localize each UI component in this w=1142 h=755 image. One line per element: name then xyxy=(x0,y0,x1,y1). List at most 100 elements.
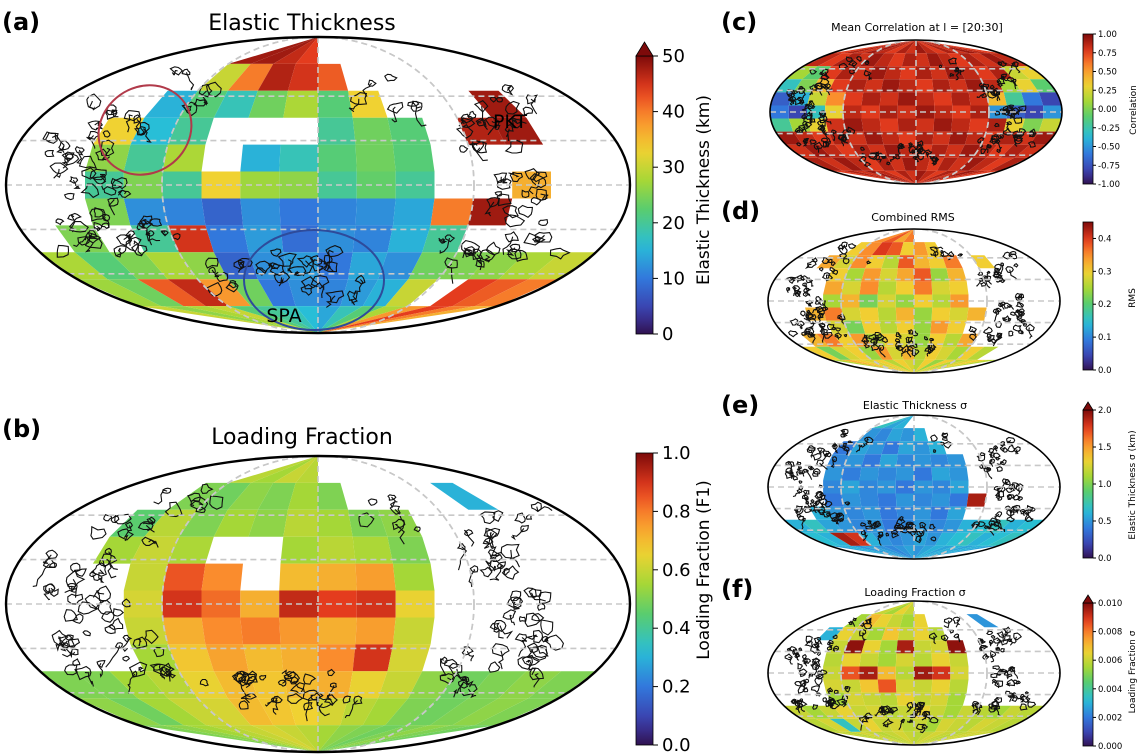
colorbar-tick-label: 0.2 xyxy=(1098,300,1112,310)
heatmap-cell xyxy=(355,563,396,591)
heatmap-cell xyxy=(861,545,914,559)
heatmap-cell xyxy=(998,519,1028,533)
heatmap-cell xyxy=(872,415,914,429)
panel-label-f: (f) xyxy=(721,575,753,603)
graticule xyxy=(6,37,630,333)
heatmap-cell xyxy=(898,79,916,93)
heatmap-cell xyxy=(945,532,971,546)
heatmap-cell xyxy=(849,255,872,269)
map-area xyxy=(768,601,1060,745)
heatmap-cell xyxy=(840,545,914,559)
panel-e-elastic-thickness-sigma: (e) Elastic Thickness σ 0.00.51.01.52.0 … xyxy=(721,391,1138,564)
heatmap-cell xyxy=(857,428,883,442)
heatmap-cell xyxy=(167,536,214,564)
map-outline xyxy=(767,228,1061,374)
heatmap-cell xyxy=(279,563,318,591)
heatmap-cell xyxy=(818,144,846,158)
heatmap-cell xyxy=(861,118,881,132)
heatmap-cell xyxy=(248,252,288,280)
heatmap-cell xyxy=(877,307,897,321)
heatmap-cell xyxy=(914,653,933,667)
heatmap-cell xyxy=(1029,131,1057,145)
heatmap-cell xyxy=(318,117,356,145)
heatmap-cell xyxy=(861,640,882,654)
heatmap-cell xyxy=(931,467,951,481)
colorbar-tick-label: 0.75 xyxy=(1098,49,1117,59)
heatmap-cell xyxy=(362,698,409,726)
heatmap-cell xyxy=(968,157,1001,171)
heatmap-cell xyxy=(882,545,914,559)
heatmap-cell xyxy=(287,63,318,91)
heatmap-cell xyxy=(816,519,844,533)
heatmap-cell xyxy=(77,279,161,307)
heatmap-cell xyxy=(914,359,977,373)
heatmap-cell xyxy=(914,320,932,334)
heatmap-cell xyxy=(916,170,1000,184)
colorbar-extend-arrow xyxy=(1082,401,1094,411)
colorbar-tick-label: 40 xyxy=(662,102,685,123)
heatmap-cell xyxy=(845,131,868,145)
contour-lines xyxy=(42,66,571,308)
colorbar-tick-label: 0.6 xyxy=(662,560,691,581)
heatmap-cell xyxy=(318,306,341,333)
heatmap-cell xyxy=(899,428,914,442)
heatmap-cell xyxy=(859,679,879,693)
heatmap-cell xyxy=(873,53,895,67)
colorbar-extend-arrow xyxy=(635,41,654,57)
heatmap-cell xyxy=(348,509,388,537)
heatmap-cell xyxy=(916,157,931,171)
heatmap-cell xyxy=(937,53,959,67)
heatmap-cell xyxy=(318,306,453,333)
heatmap-cell xyxy=(240,144,281,172)
heatmap-cell xyxy=(843,92,864,106)
heatmap-cell xyxy=(926,53,945,67)
heatmap-cell xyxy=(914,679,933,693)
heatmap-cell xyxy=(407,698,469,726)
panel-f-loading-fraction-sigma: (f) Loading Fraction σ 0.000 0.002 0.004 0.… xyxy=(721,575,1138,752)
heatmap-cell xyxy=(958,157,987,171)
heatmap-cell xyxy=(914,359,998,373)
heatmap-cell xyxy=(430,198,474,226)
heatmap-cell xyxy=(861,359,914,373)
colorbar-tick-label: 0.4 xyxy=(662,618,691,639)
panel-label-c: (c) xyxy=(721,8,757,36)
heatmap-cell xyxy=(831,157,864,171)
heatmap-cell xyxy=(498,252,562,280)
heatmap-cell xyxy=(318,725,498,752)
panel-b-colorbar-label: Loading Fraction (F1) xyxy=(694,480,714,660)
map-outline xyxy=(767,600,1061,746)
heatmap-cell xyxy=(803,53,843,67)
heatmap-cell xyxy=(884,170,916,184)
heatmap-cell xyxy=(74,252,138,280)
heatmap-cell xyxy=(914,614,929,628)
heatmap-cell xyxy=(895,666,914,680)
heatmap-cell xyxy=(872,229,914,243)
heatmap-cell xyxy=(287,482,318,510)
heatmap-cell xyxy=(831,53,864,67)
heatmap-cell xyxy=(861,320,882,334)
colorbar-tick-label: 2.0 xyxy=(1098,406,1112,416)
heatmap-cell xyxy=(1003,92,1025,106)
heatmap-cell xyxy=(914,467,933,481)
panel-label-d: (d) xyxy=(721,197,760,225)
heatmap-cell xyxy=(851,731,914,745)
heatmap-cell xyxy=(874,170,916,184)
graticule xyxy=(768,601,1060,745)
heatmap-cell xyxy=(318,225,356,253)
pkt-annotation: PKT xyxy=(493,111,527,133)
heatmap-cell xyxy=(946,640,967,654)
graticule xyxy=(768,229,1060,373)
panel-c-title: Mean Correlation at l = [20:30] xyxy=(831,21,1003,34)
heatmap-cell xyxy=(861,92,881,106)
heatmap-cell xyxy=(828,79,851,93)
heatmap-cell xyxy=(250,456,318,483)
heatmap-cell xyxy=(430,279,499,307)
heatmap-cell xyxy=(946,506,967,520)
heatmap-cell xyxy=(801,718,841,732)
heatmap-cell xyxy=(871,614,893,628)
heatmap-cell xyxy=(815,718,851,732)
heatmap-cell xyxy=(895,467,914,481)
heatmap-cell xyxy=(896,506,914,520)
heatmap-cell xyxy=(825,92,846,106)
